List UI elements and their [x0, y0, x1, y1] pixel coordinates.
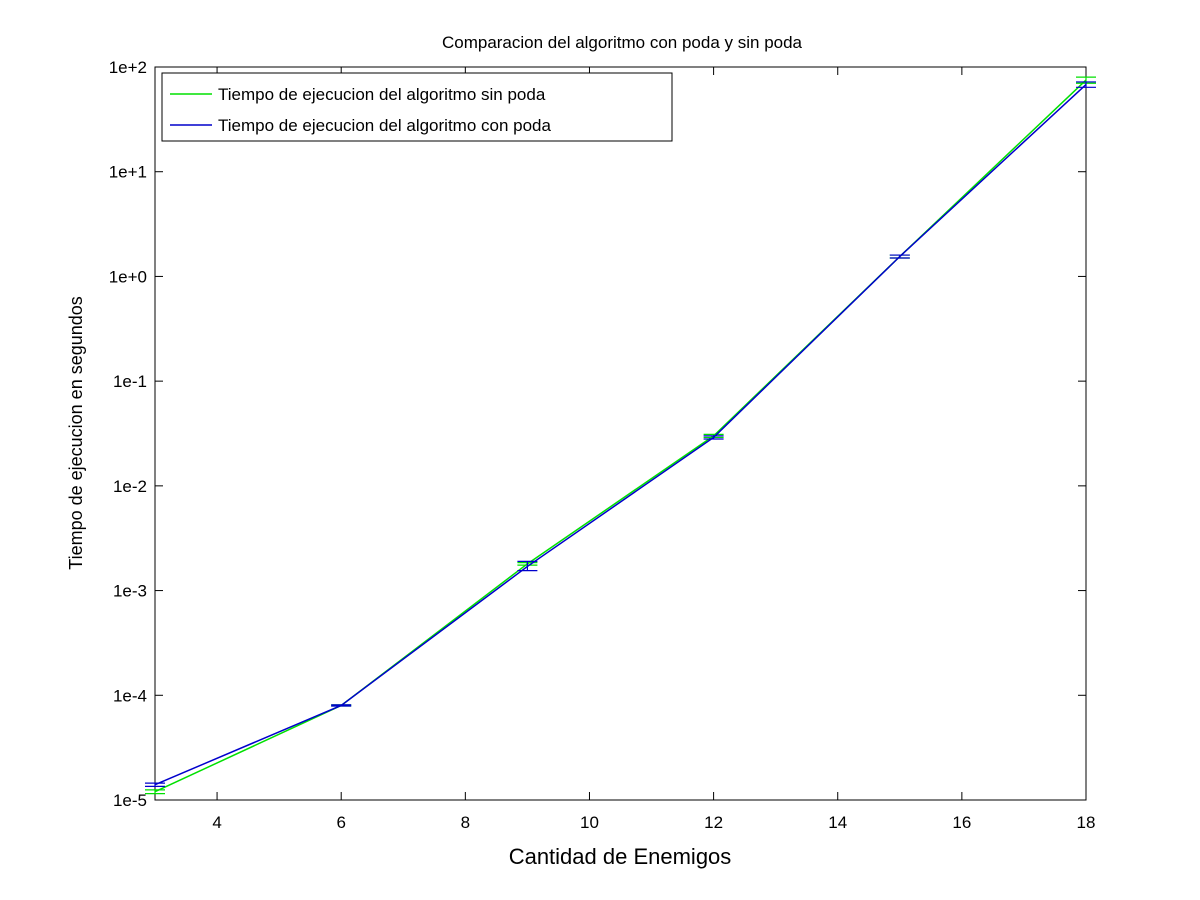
x-tick-label: 10 [580, 813, 599, 832]
y-tick-label: 1e-2 [113, 477, 147, 496]
chart-title: Comparacion del algoritmo con poda y sin… [442, 33, 803, 52]
plot-area [154, 66, 1087, 801]
x-tick-label: 14 [828, 813, 847, 832]
y-tick-label: 1e-5 [113, 791, 147, 810]
x-tick-label: 12 [704, 813, 723, 832]
y-axis: 1e-5 1e-4 1e-3 1e-2 1e-1 1e+0 1e+1 1e+2 [109, 58, 1086, 810]
legend-box [161, 72, 673, 142]
legend: Tiempo de ejecucion del algoritmo sin po… [161, 72, 673, 142]
series-0 [145, 76, 1096, 795]
y-tick-label: 1e-1 [113, 372, 147, 391]
x-tick-label: 18 [1077, 813, 1096, 832]
series-layer [145, 76, 1096, 795]
x-axis: 4 6 8 10 12 14 16 18 [212, 67, 1095, 832]
y-tick-label: 1e-3 [113, 582, 147, 601]
x-axis-label: Cantidad de Enemigos [509, 844, 732, 869]
x-tick-label: 4 [212, 813, 221, 832]
legend-label-con-poda: Tiempo de ejecucion del algoritmo con po… [218, 116, 552, 135]
x-tick-label: 8 [461, 813, 470, 832]
series-line-1 [154, 83, 1087, 786]
y-tick-label: 1e+1 [109, 163, 147, 182]
y-tick-label: 1e-4 [113, 686, 147, 705]
x-tick-label: 6 [336, 813, 345, 832]
legend-label-sin-poda: Tiempo de ejecucion del algoritmo sin po… [218, 85, 546, 104]
series-line-0 [154, 79, 1087, 793]
x-tick-label: 16 [952, 813, 971, 832]
y-tick-label: 1e+0 [109, 267, 147, 286]
series-1 [145, 81, 1096, 787]
y-tick-label: 1e+2 [109, 58, 147, 77]
y-axis-label: Tiempo de ejecucion en segundos [66, 296, 86, 570]
